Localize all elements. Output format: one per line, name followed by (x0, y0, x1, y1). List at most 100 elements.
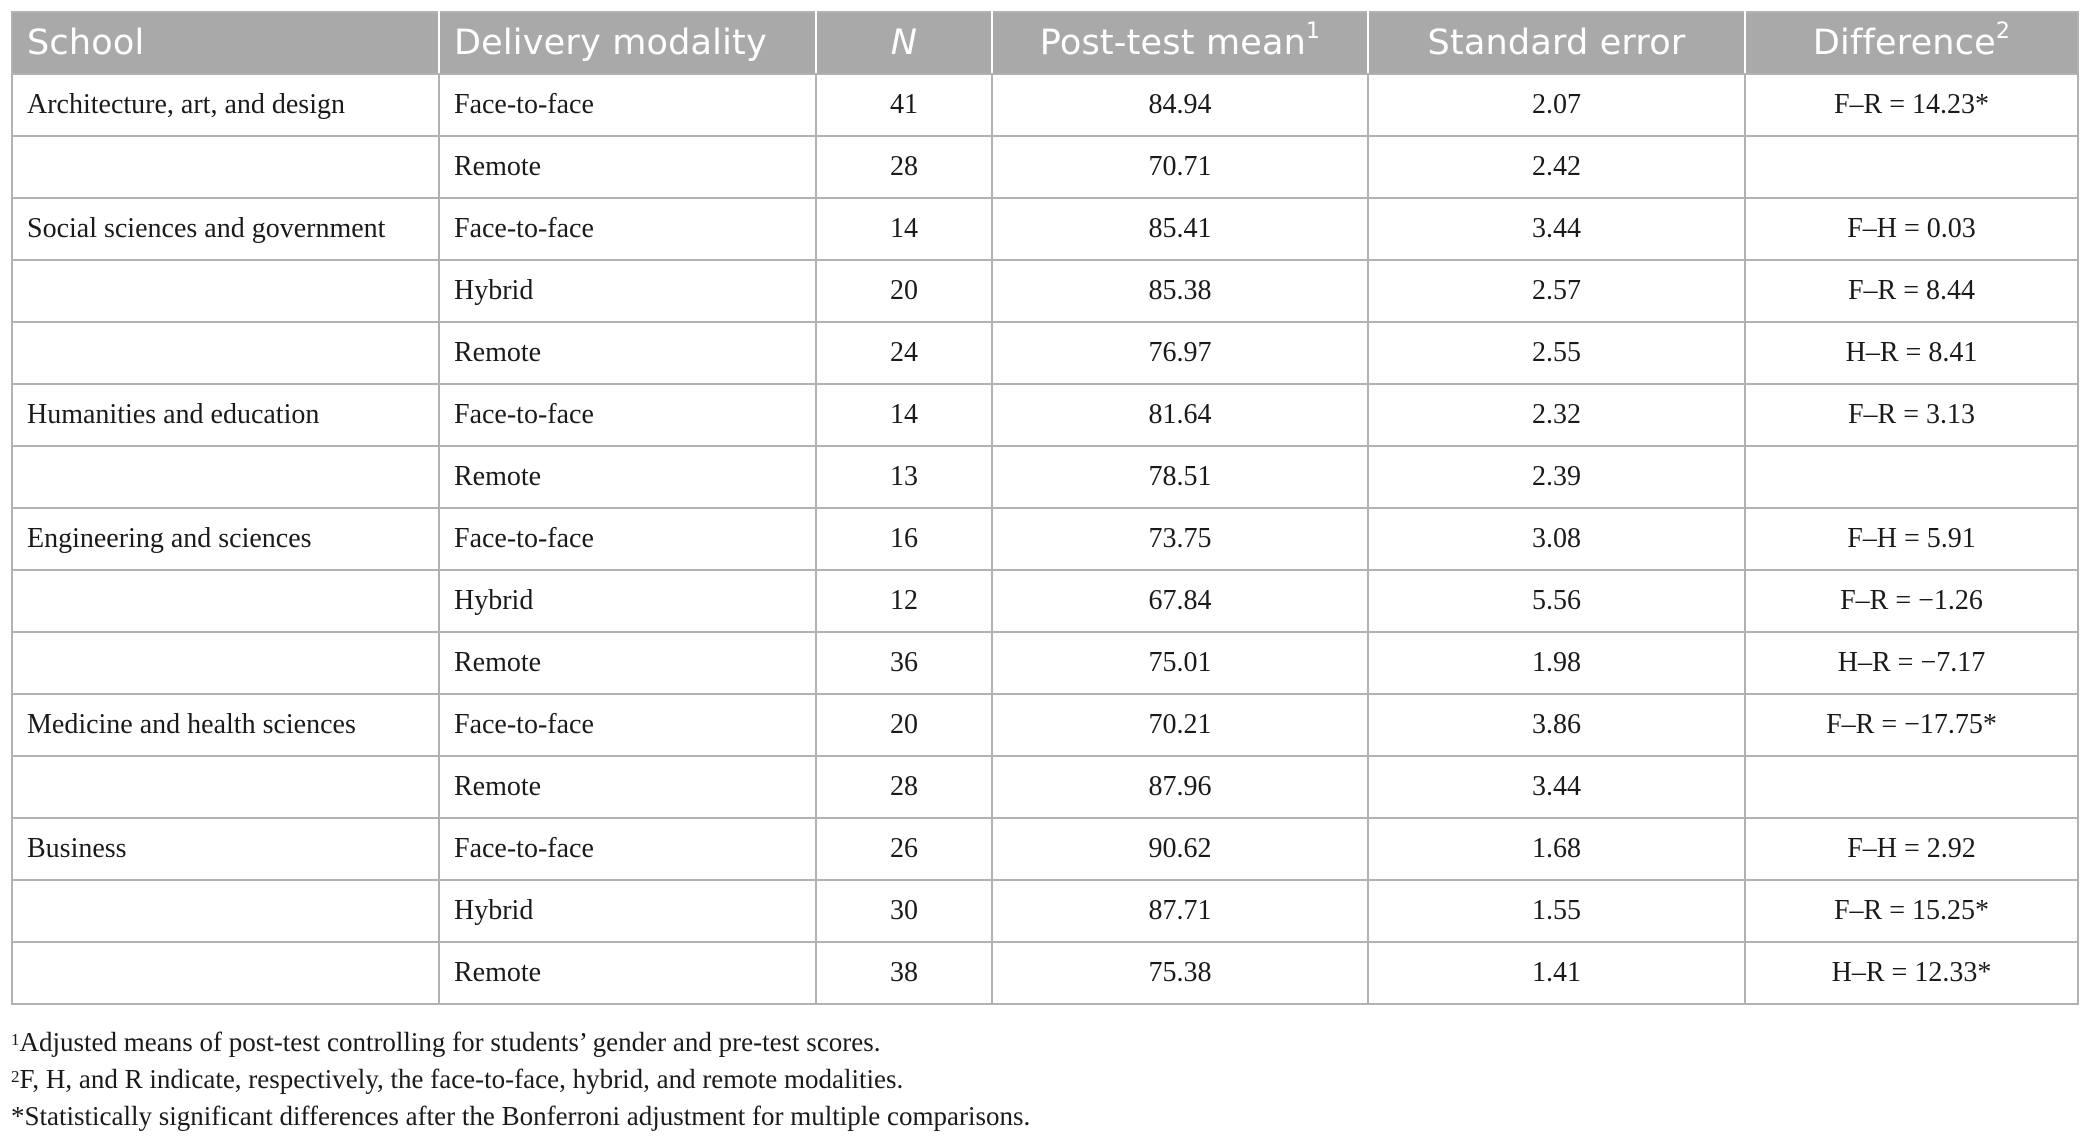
cell-delivery-modality: Remote (438, 941, 817, 1005)
cell-school (11, 321, 440, 385)
table-row: Hybrid 20 85.38 2.57 F–R = 8.44 (11, 259, 2079, 323)
cell-delivery-modality: Remote (438, 135, 817, 199)
cell-post-test-mean: 76.97 (991, 321, 1369, 385)
footnote-ref-1: 1 (1306, 19, 1321, 44)
cell-school: Business (11, 817, 440, 881)
table-row: Remote 28 70.71 2.42 (11, 135, 2079, 199)
cell-post-test-mean: 90.62 (991, 817, 1369, 881)
cell-school (11, 135, 440, 199)
cell-standard-error: 2.55 (1367, 321, 1746, 385)
cell-post-test-mean: 87.71 (991, 879, 1369, 943)
cell-school: Engineering and sciences (11, 507, 440, 571)
footnote-marker: 1 (11, 1030, 20, 1049)
cell-n: 20 (815, 259, 993, 323)
table-row: Remote 28 87.96 3.44 (11, 755, 2079, 819)
cell-difference: H–R = 8.41 (1744, 321, 2079, 385)
cell-difference (1744, 135, 2079, 199)
results-table: School Delivery modality N Post-test mea… (11, 11, 2079, 1005)
cell-school (11, 445, 440, 509)
footnote-line: 2F, H, and R indicate, respectively, the… (11, 1061, 1030, 1098)
cell-delivery-modality: Face-to-face (438, 817, 817, 881)
cell-n: 14 (815, 383, 993, 447)
cell-standard-error: 3.44 (1367, 197, 1746, 261)
cell-post-test-mean: 75.38 (991, 941, 1369, 1005)
footnote-text: *Statistically significant differences a… (11, 1101, 1031, 1131)
cell-delivery-modality: Face-to-face (438, 197, 817, 261)
cell-difference: H–R = −7.17 (1744, 631, 2079, 695)
cell-n: 38 (815, 941, 993, 1005)
cell-school (11, 755, 440, 819)
cell-standard-error: 2.39 (1367, 445, 1746, 509)
footnotes: 1Adjusted means of post-test controlling… (11, 1024, 1030, 1135)
cell-school: Medicine and health sciences (11, 693, 440, 757)
footnote-line: *Statistically significant differences a… (11, 1098, 1030, 1135)
header-standard-error: Standard error (1367, 12, 1746, 75)
cell-n: 28 (815, 755, 993, 819)
cell-post-test-mean: 85.38 (991, 259, 1369, 323)
cell-standard-error: 2.32 (1367, 383, 1746, 447)
table-row: Hybrid 12 67.84 5.56 F–R = −1.26 (11, 569, 2079, 633)
header-row: School Delivery modality N Post-test mea… (12, 12, 2078, 75)
cell-n: 36 (815, 631, 993, 695)
cell-school (11, 259, 440, 323)
cell-standard-error: 3.44 (1367, 755, 1746, 819)
table-row: Remote 36 75.01 1.98 H–R = −7.17 (11, 631, 2079, 695)
cell-standard-error: 3.08 (1367, 507, 1746, 571)
cell-standard-error: 1.55 (1367, 879, 1746, 943)
table-row: Humanities and education Face-to-face 14 81… (11, 383, 2079, 447)
cell-difference: F–H = 5.91 (1744, 507, 2079, 571)
cell-n: 13 (815, 445, 993, 509)
header-n: N (815, 12, 993, 75)
header-school: School (12, 12, 440, 75)
table-row: Engineering and sciences Face-to-face 16 73… (11, 507, 2079, 571)
results-table-container: School Delivery modality N Post-test mea… (11, 11, 2079, 1005)
footnote-text: Adjusted means of post-test controlling … (19, 1027, 881, 1057)
cell-delivery-modality: Remote (438, 755, 817, 819)
cell-delivery-modality: Remote (438, 631, 817, 695)
header-post-test-mean: Post-test mean1 (991, 12, 1369, 75)
table-header: School Delivery modality N Post-test mea… (12, 12, 2078, 75)
cell-difference: F–R = 8.44 (1744, 259, 2079, 323)
cell-difference: F–H = 2.92 (1744, 817, 2079, 881)
cell-n: 28 (815, 135, 993, 199)
table-body: Architecture, art, and design Face-to-fac… (11, 73, 2079, 1005)
cell-school: Architecture, art, and design (11, 73, 440, 137)
cell-post-test-mean: 67.84 (991, 569, 1369, 633)
cell-delivery-modality: Hybrid (438, 259, 817, 323)
footnote-line: 1Adjusted means of post-test controlling… (11, 1024, 1030, 1061)
cell-school: Social sciences and government (11, 197, 440, 261)
cell-n: 30 (815, 879, 993, 943)
cell-school: Humanities and education (11, 383, 440, 447)
cell-difference: F–R = −1.26 (1744, 569, 2079, 633)
cell-post-test-mean: 84.94 (991, 73, 1369, 137)
footnote-text: F, H, and R indicate, respectively, the … (19, 1064, 904, 1094)
cell-delivery-modality: Face-to-face (438, 73, 817, 137)
cell-post-test-mean: 85.41 (991, 197, 1369, 261)
cell-post-test-mean: 70.71 (991, 135, 1369, 199)
cell-standard-error: 1.98 (1367, 631, 1746, 695)
cell-standard-error: 2.42 (1367, 135, 1746, 199)
cell-school (11, 569, 440, 633)
cell-post-test-mean: 81.64 (991, 383, 1369, 447)
cell-standard-error: 5.56 (1367, 569, 1746, 633)
cell-delivery-modality: Hybrid (438, 569, 817, 633)
cell-n: 20 (815, 693, 993, 757)
cell-post-test-mean: 75.01 (991, 631, 1369, 695)
cell-difference: F–R = 15.25* (1744, 879, 2079, 943)
footnote-marker: 2 (11, 1067, 20, 1086)
table-row: Business Face-to-face 26 90.62 1.68 F–H = 2.9… (11, 817, 2079, 881)
cell-delivery-modality: Face-to-face (438, 507, 817, 571)
cell-difference: F–R = 14.23* (1744, 73, 2079, 137)
cell-difference: H–R = 12.33* (1744, 941, 2079, 1005)
cell-school (11, 941, 440, 1005)
cell-post-test-mean: 73.75 (991, 507, 1369, 571)
cell-post-test-mean: 87.96 (991, 755, 1369, 819)
cell-difference: F–R = 3.13 (1744, 383, 2079, 447)
cell-post-test-mean: 78.51 (991, 445, 1369, 509)
cell-n: 16 (815, 507, 993, 571)
cell-standard-error: 1.41 (1367, 941, 1746, 1005)
cell-delivery-modality: Face-to-face (438, 383, 817, 447)
table-row: Architecture, art, and design Face-to-fac… (11, 73, 2079, 137)
cell-post-test-mean: 70.21 (991, 693, 1369, 757)
table-row: Medicine and health sciences Face-to-face… (11, 693, 2079, 757)
